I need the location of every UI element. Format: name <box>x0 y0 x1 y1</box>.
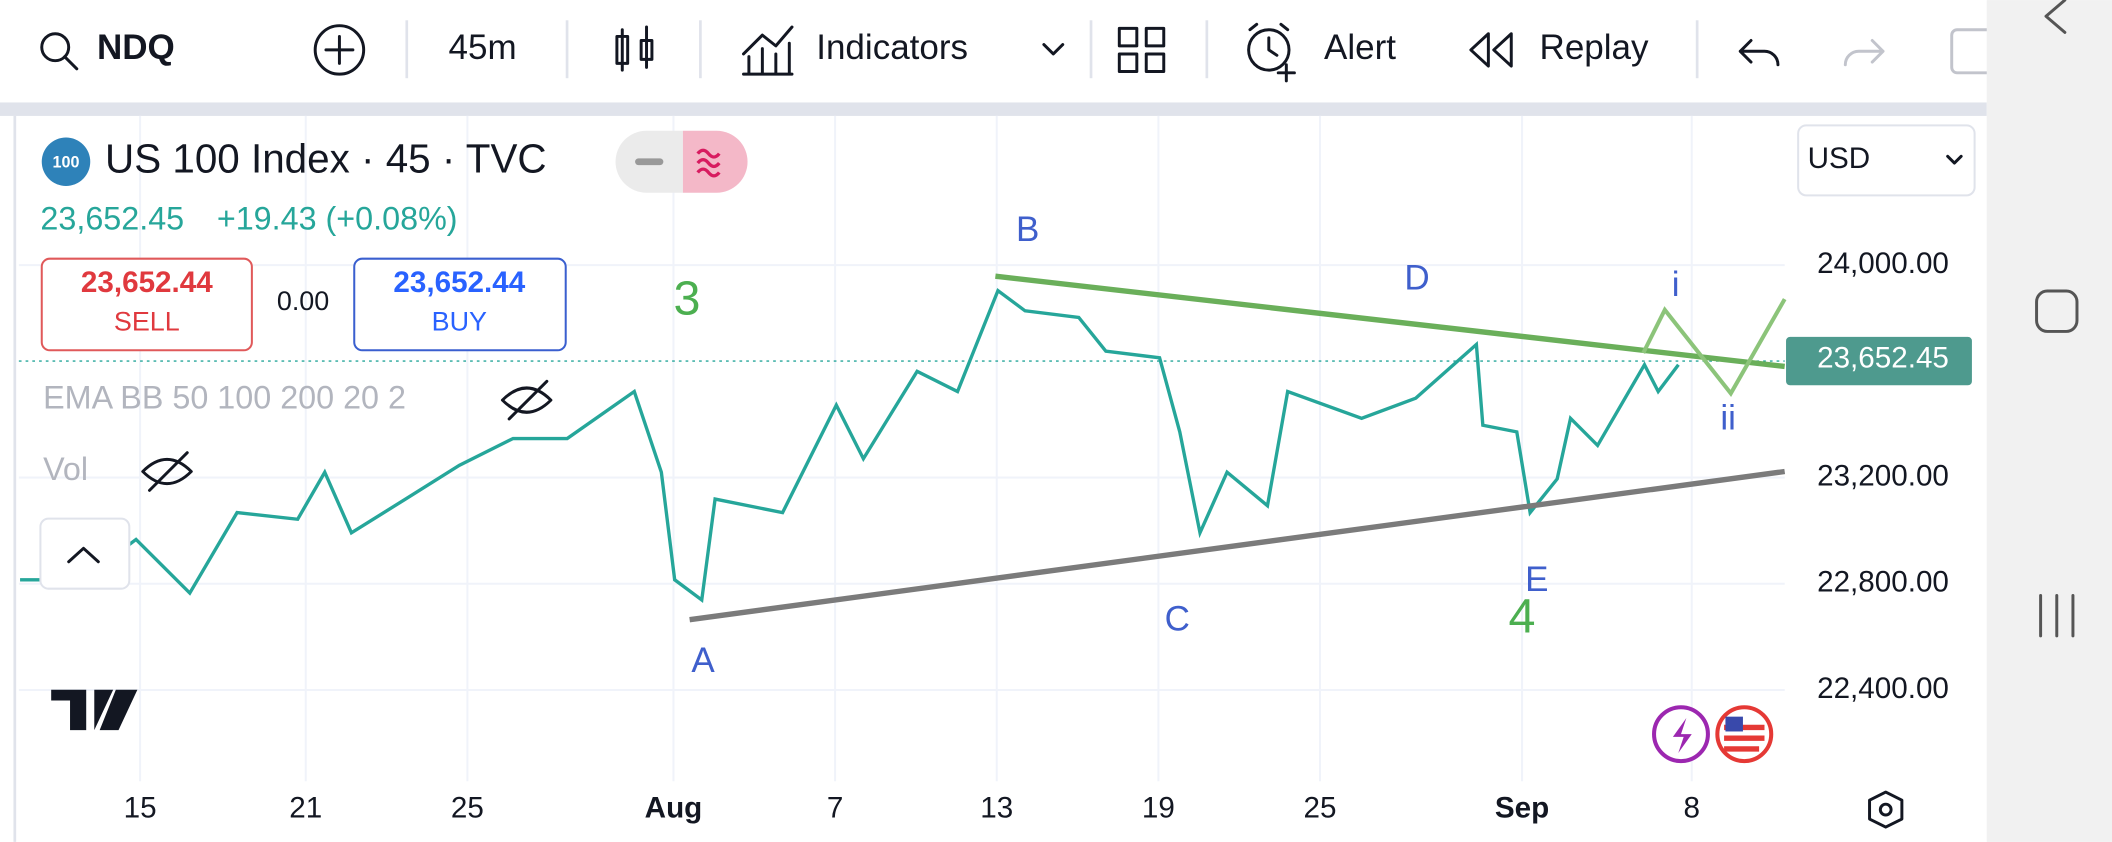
price-change: +19.43 (+0.08%) <box>217 201 458 237</box>
wave-label: D <box>1404 258 1429 297</box>
trendline-lower[interactable] <box>689 468 1786 623</box>
symbol-badge <box>41 137 91 186</box>
spread: 0.00 <box>277 286 329 316</box>
sell-button[interactable] <box>40 257 253 352</box>
volume-legend[interactable]: Vol <box>43 451 88 487</box>
wave-label: 4 <box>1509 589 1536 643</box>
sell-price: 23,652.44 <box>81 266 213 299</box>
y-tick-label: 22,400.00 <box>1817 672 1949 705</box>
tradingview-logo <box>51 689 138 731</box>
currency-select[interactable] <box>1797 124 1976 197</box>
settings[interactable] <box>1868 790 1904 829</box>
last-price: 23,652.45 <box>40 201 184 237</box>
x-tick-label: 13 <box>980 791 1013 824</box>
bolt <box>1672 718 1692 754</box>
hide-indicator[interactable] <box>500 379 553 421</box>
wave-label: A <box>691 641 715 680</box>
wave-projection[interactable] <box>1641 298 1787 397</box>
wave-label: 3 <box>673 272 700 326</box>
indicators-icon[interactable] <box>742 25 794 76</box>
wave-label: E <box>1525 560 1548 599</box>
last-price-tag <box>1786 336 1972 386</box>
x-tick-label: Aug <box>645 791 703 824</box>
nav-back[interactable] <box>2044 0 2067 34</box>
hide-volume[interactable] <box>141 451 193 492</box>
country-icon[interactable] <box>1715 705 1774 764</box>
x-tick-label: 19 <box>1142 791 1175 824</box>
nav-recents[interactable] <box>2039 593 2075 638</box>
currency: USD <box>1808 142 1871 175</box>
symbol[interactable]: NDQ <box>97 28 175 67</box>
wave-icon <box>696 148 721 178</box>
replay-icon[interactable] <box>1469 32 1513 68</box>
chart-type-icon[interactable] <box>615 25 654 72</box>
add-symbol[interactable] <box>313 24 366 76</box>
chevron[interactable] <box>1042 43 1065 56</box>
wave-button[interactable] <box>682 130 748 193</box>
wave-label: C <box>1165 599 1190 638</box>
settings-dot <box>1878 802 1893 817</box>
trendline-upper[interactable] <box>995 273 1785 370</box>
buy-button[interactable] <box>353 257 567 352</box>
toolbar-divider <box>0 102 1987 116</box>
wave-label: i <box>1672 265 1680 304</box>
layout-icon[interactable] <box>1117 26 1166 73</box>
sell-label: SELL <box>114 306 180 336</box>
replay[interactable]: Replay <box>1540 28 1649 67</box>
alert-icon-detail <box>1248 22 1296 83</box>
system-nav <box>1986 0 2112 842</box>
x-tick-label: 15 <box>124 791 157 824</box>
indicator-legend[interactable]: EMA BB 50 100 200 20 2 <box>43 380 406 416</box>
wave-label: ii <box>1720 399 1736 438</box>
buy-label: BUY <box>432 306 487 336</box>
x-tick-label: 25 <box>451 791 484 824</box>
add-icon <box>324 34 355 65</box>
x-tick-label: 8 <box>1684 791 1700 824</box>
redo[interactable] <box>1843 39 1885 67</box>
interval[interactable]: 45m <box>449 28 517 67</box>
currency-chevron <box>1946 154 1963 165</box>
undo[interactable] <box>1738 39 1780 67</box>
badge-text: 100 <box>53 153 80 171</box>
x-tick-label: 21 <box>289 791 322 824</box>
collapse-legend[interactable] <box>39 517 131 590</box>
alert-icon[interactable] <box>1247 28 1291 72</box>
alert[interactable]: Alert <box>1324 28 1396 67</box>
toolbar: NDQ 45m Indicators Alert Replay <box>40 20 1994 83</box>
flag-canton <box>1725 716 1743 732</box>
search-icon-handle <box>63 55 79 71</box>
x-tick-label: 7 <box>827 791 843 824</box>
nav-home[interactable] <box>2035 289 2079 333</box>
price-line <box>20 287 1680 604</box>
y-tick-label: 24,000.00 <box>1817 247 1949 280</box>
indicators[interactable]: Indicators <box>816 28 968 67</box>
x-tick-label: Sep <box>1495 791 1549 824</box>
last-price-tag-text: 23,652.45 <box>1817 342 1949 375</box>
y-tick-label: 23,200.00 <box>1817 459 1949 492</box>
y-tick-label: 22,800.00 <box>1817 566 1949 599</box>
search-icon[interactable] <box>40 32 71 63</box>
x-tick-label: 25 <box>1304 791 1337 824</box>
symbol-title: US 100 Index · 45 · TVC <box>105 135 547 181</box>
wave-label: B <box>1016 210 1039 249</box>
buy-price: 23,652.44 <box>393 266 525 299</box>
plot-area <box>18 115 1785 782</box>
chevron-up <box>67 546 100 564</box>
